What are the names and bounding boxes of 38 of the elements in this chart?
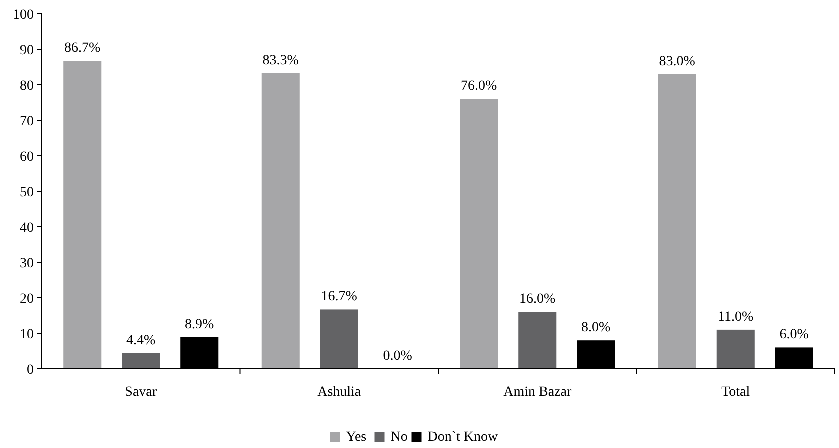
bar (460, 99, 498, 369)
y-tick-label: 20 (20, 292, 34, 307)
bar (262, 73, 300, 369)
text: 0.0% (383, 349, 412, 364)
y-tick-label: 90 (20, 43, 34, 58)
text: 8.9% (185, 317, 214, 332)
y-tick-label: 70 (20, 114, 34, 130)
legend-label: No (390, 430, 408, 445)
y-tick-label: 100 (13, 8, 34, 23)
bar (658, 74, 696, 369)
x-tick-label: Amin Bazar (504, 385, 572, 400)
text: 6.0% (780, 328, 809, 343)
x-tick-label: Ashulia (318, 385, 362, 400)
x-tick-label: Savar (125, 385, 158, 400)
y-tick-label: 50 (20, 185, 34, 200)
y-tick-label: 10 (20, 327, 34, 342)
text: 16.0% (520, 292, 556, 308)
y-tick-label: 60 (20, 150, 34, 165)
text: 4.4% (126, 333, 156, 348)
y-tick-label: 30 (20, 256, 34, 272)
y-tick-label: 0 (27, 362, 34, 378)
text: 83.3% (262, 53, 299, 68)
legend-label: Don`t Know (428, 430, 500, 445)
bar (320, 310, 358, 369)
bar (122, 353, 160, 369)
x-tick-label: Total (722, 385, 750, 400)
bar (716, 330, 755, 369)
text: 8.0% (582, 320, 611, 336)
text: 76.0% (461, 79, 498, 94)
legend-label: Yes (346, 430, 367, 445)
text: 83.0% (659, 54, 696, 70)
y-tick-label: 40 (20, 220, 34, 236)
text: 16.7% (321, 290, 358, 305)
bar (518, 312, 557, 369)
text: 11.0% (718, 310, 754, 325)
y-tick-label: 80 (20, 78, 34, 94)
bar (64, 61, 102, 369)
text: 86.7% (64, 41, 101, 56)
